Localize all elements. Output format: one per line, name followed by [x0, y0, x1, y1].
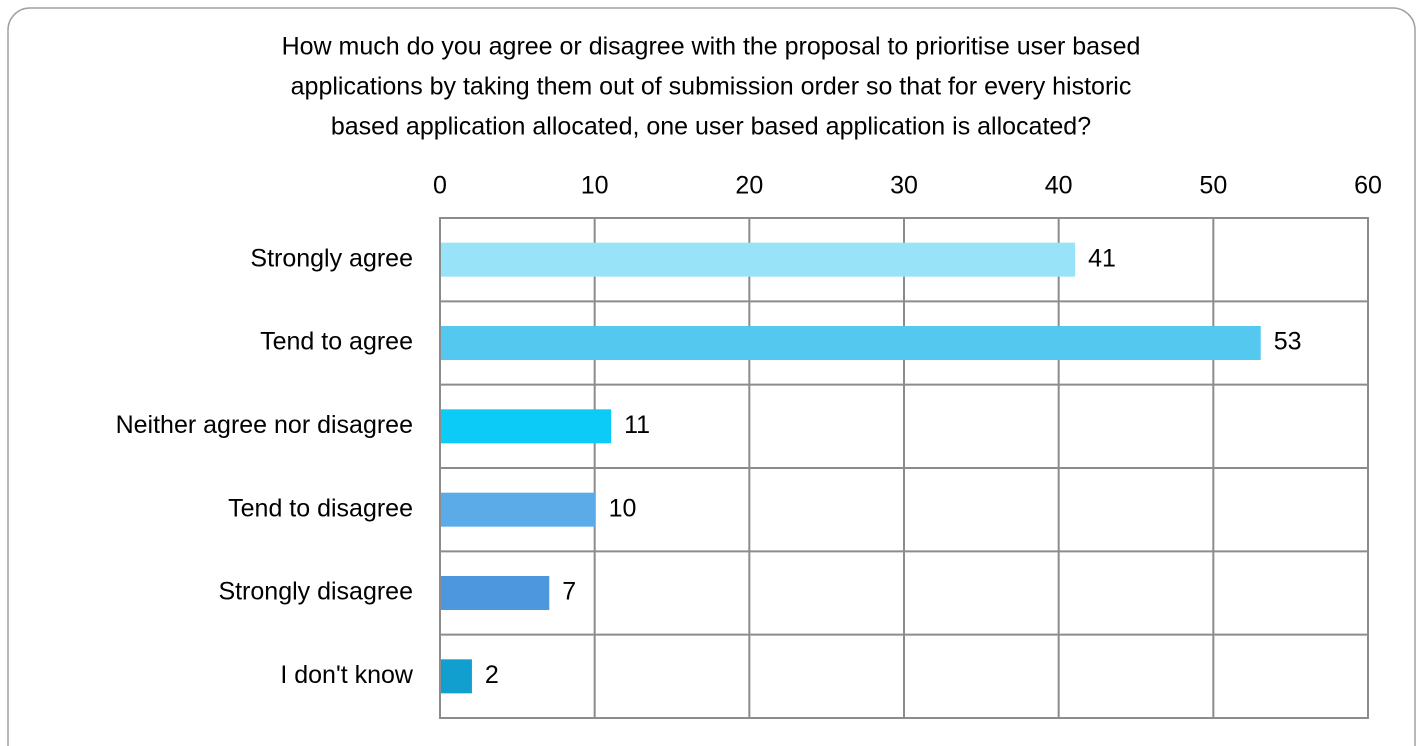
value-label: 7	[562, 578, 576, 606]
bar	[441, 326, 1261, 360]
x-tick-label: 20	[735, 172, 763, 200]
bar	[441, 492, 596, 527]
y-tick-label: Strongly agree	[250, 244, 413, 272]
x-tick-label: 30	[890, 172, 918, 200]
y-tick-label: Tend to agree	[260, 328, 413, 356]
bar	[441, 659, 472, 694]
bar	[441, 242, 1076, 277]
y-tick-label: Tend to disagree	[228, 494, 413, 522]
bar	[441, 409, 612, 444]
y-tick-label: Strongly disagree	[218, 578, 413, 606]
x-tick-label: 50	[1199, 172, 1227, 200]
chart-title: How much do you agree or disagree with t…	[282, 33, 1141, 61]
value-label: 2	[485, 661, 499, 689]
value-label: 11	[624, 411, 650, 439]
x-tick-label: 0	[433, 172, 447, 200]
chart-title: applications by taking them out of submi…	[291, 73, 1132, 101]
y-tick-label: Neither agree nor disagree	[116, 411, 413, 439]
x-tick-label: 60	[1354, 172, 1382, 200]
value-label: 10	[609, 494, 637, 522]
frame	[7, 7, 1416, 746]
value-label: 41	[1088, 244, 1116, 272]
chart-title: based application allocated, one user ba…	[331, 113, 1091, 141]
plot-border	[439, 217, 1369, 719]
bar	[441, 576, 550, 610]
value-label: 53	[1274, 328, 1302, 356]
x-tick-label: 40	[1045, 172, 1073, 200]
x-tick-label: 10	[581, 172, 609, 200]
y-tick-label: I don't know	[280, 661, 414, 689]
